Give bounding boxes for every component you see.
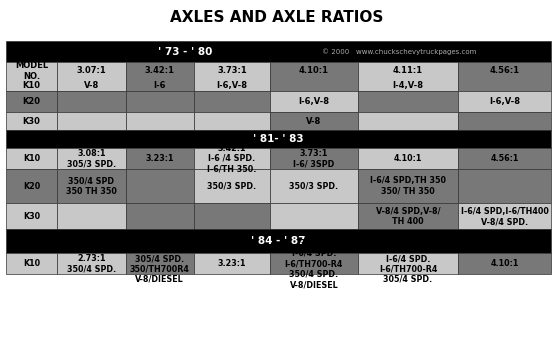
Text: 3.42:1
I-6/4 SPD.
I-6/TH700-R4
350/4 SPD.
V-8/DIESEL: 3.42:1 I-6/4 SPD. I-6/TH700-R4 350/4 SPD… bbox=[285, 238, 343, 289]
Bar bbox=[194, 112, 270, 130]
Text: 3.42:1: 3.42:1 bbox=[145, 67, 175, 76]
Bar bbox=[58, 254, 126, 274]
Text: 2.73:1
350/4 SPD.: 2.73:1 350/4 SPD. bbox=[67, 254, 116, 274]
Bar bbox=[58, 62, 126, 91]
Bar bbox=[58, 148, 126, 169]
Text: K10: K10 bbox=[23, 80, 40, 89]
Bar bbox=[194, 254, 270, 274]
Bar bbox=[270, 204, 357, 229]
Bar bbox=[459, 91, 551, 112]
Bar bbox=[194, 148, 270, 169]
Text: 3.08:1
305/3 SPD.: 3.08:1 305/3 SPD. bbox=[67, 149, 116, 168]
Text: V-8: V-8 bbox=[84, 80, 99, 89]
Bar bbox=[270, 91, 357, 112]
Text: 4.56:1: 4.56:1 bbox=[490, 67, 520, 76]
Bar bbox=[126, 62, 194, 91]
Bar bbox=[6, 41, 551, 62]
Bar bbox=[58, 112, 126, 130]
Text: K10: K10 bbox=[23, 259, 40, 268]
Text: 350/3 SPD.: 350/3 SPD. bbox=[207, 181, 257, 191]
Bar bbox=[6, 229, 551, 254]
Bar bbox=[270, 148, 357, 169]
Text: ' 84 - ' 87: ' 84 - ' 87 bbox=[251, 236, 306, 246]
Bar bbox=[6, 62, 58, 91]
Text: ' 81- ' 83: ' 81- ' 83 bbox=[253, 134, 304, 144]
Bar bbox=[58, 204, 126, 229]
Text: 3.73:1
I-6/ 3SPD: 3.73:1 I-6/ 3SPD bbox=[293, 149, 335, 168]
Bar bbox=[126, 91, 194, 112]
Bar bbox=[270, 169, 357, 204]
Bar bbox=[126, 112, 194, 130]
Bar bbox=[194, 62, 270, 91]
Bar bbox=[459, 148, 551, 169]
Bar bbox=[459, 254, 551, 274]
Text: AXLES AND AXLE RATIOS: AXLES AND AXLE RATIOS bbox=[170, 10, 384, 25]
Bar bbox=[459, 204, 551, 229]
Bar bbox=[459, 169, 551, 204]
Bar bbox=[357, 169, 459, 204]
Bar bbox=[6, 130, 551, 148]
Bar bbox=[126, 254, 194, 274]
Text: I-6: I-6 bbox=[153, 80, 166, 89]
Text: 3.23:1: 3.23:1 bbox=[218, 259, 246, 268]
Text: 350/4 SPD
350 TH 350: 350/4 SPD 350 TH 350 bbox=[66, 176, 117, 196]
Bar bbox=[58, 169, 126, 204]
Text: V-8: V-8 bbox=[306, 117, 321, 126]
Bar bbox=[194, 91, 270, 112]
Text: I-6/4 SPD,I-6/TH400
V-8/4 SPD.: I-6/4 SPD,I-6/TH400 V-8/4 SPD. bbox=[461, 207, 549, 226]
Bar bbox=[270, 62, 357, 91]
Text: 3.08:1
305/4 SPD.
350/TH700R4
V-8/DIESEL: 3.08:1 305/4 SPD. 350/TH700R4 V-8/DIESEL bbox=[130, 244, 189, 284]
Bar bbox=[270, 254, 357, 274]
Bar bbox=[6, 91, 58, 112]
Text: K20: K20 bbox=[23, 97, 40, 106]
Text: I-6,V-8: I-6,V-8 bbox=[217, 80, 248, 89]
Bar bbox=[6, 254, 58, 274]
Text: I-6/4 SPD,TH 350
350/ TH 350: I-6/4 SPD,TH 350 350/ TH 350 bbox=[370, 176, 446, 196]
Bar bbox=[357, 254, 459, 274]
Text: © 2000   www.chuckschevytruckpages.com: © 2000 www.chuckschevytruckpages.com bbox=[322, 48, 476, 55]
Text: 4.10:1: 4.10:1 bbox=[394, 154, 422, 163]
Bar bbox=[6, 169, 58, 204]
Bar bbox=[126, 204, 194, 229]
Text: K20: K20 bbox=[23, 181, 40, 191]
Bar bbox=[194, 169, 270, 204]
Bar bbox=[270, 112, 357, 130]
Text: 3.23:1: 3.23:1 bbox=[146, 154, 174, 163]
Text: 4.11:1: 4.11:1 bbox=[393, 67, 423, 76]
Bar bbox=[357, 148, 459, 169]
Bar bbox=[126, 169, 194, 204]
Text: K30: K30 bbox=[23, 212, 40, 221]
Bar bbox=[6, 204, 58, 229]
Text: 3.42:1
I-6 /4 SPD.
I-6/TH 350.: 3.42:1 I-6 /4 SPD. I-6/TH 350. bbox=[207, 144, 257, 174]
Text: 3.73:1: 3.73:1 bbox=[217, 67, 247, 76]
Text: I-6,V-8: I-6,V-8 bbox=[299, 97, 330, 106]
Bar bbox=[58, 91, 126, 112]
Bar bbox=[357, 62, 459, 91]
Text: 3.73:1
I-6/4 SPD.
I-6/TH700-R4
305/4 SPD.: 3.73:1 I-6/4 SPD. I-6/TH700-R4 305/4 SPD… bbox=[379, 244, 437, 284]
Text: K10: K10 bbox=[23, 154, 40, 163]
Text: I-4,V-8: I-4,V-8 bbox=[392, 80, 423, 89]
Bar bbox=[126, 148, 194, 169]
Bar bbox=[357, 112, 459, 130]
Bar bbox=[194, 204, 270, 229]
Bar bbox=[6, 112, 58, 130]
Text: 350/3 SPD.: 350/3 SPD. bbox=[289, 181, 338, 191]
Text: I-6,V-8: I-6,V-8 bbox=[489, 97, 520, 106]
Text: MODEL
NO.: MODEL NO. bbox=[15, 61, 48, 81]
Text: K30: K30 bbox=[23, 117, 40, 126]
Bar bbox=[459, 62, 551, 91]
Bar bbox=[357, 91, 459, 112]
Text: 4.56:1: 4.56:1 bbox=[491, 154, 519, 163]
Bar bbox=[459, 112, 551, 130]
Text: 3.07:1: 3.07:1 bbox=[76, 67, 106, 76]
Text: V-8/4 SPD,V-8/
TH 400: V-8/4 SPD,V-8/ TH 400 bbox=[376, 207, 440, 226]
Bar bbox=[6, 148, 58, 169]
Text: 4.10:1: 4.10:1 bbox=[299, 67, 329, 76]
Text: 4.10:1: 4.10:1 bbox=[491, 259, 519, 268]
Bar bbox=[357, 204, 459, 229]
Text: ' 73 - ' 80: ' 73 - ' 80 bbox=[158, 47, 213, 57]
